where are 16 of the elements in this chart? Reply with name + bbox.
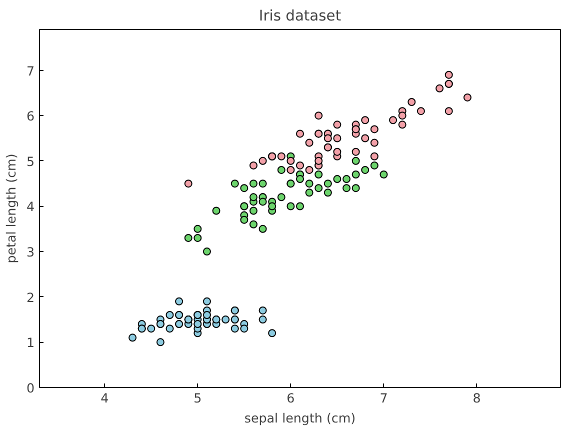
chart-title: Iris dataset (258, 8, 342, 24)
y-tick-label: 1 (26, 335, 35, 350)
x-axis-title: sepal length (cm) (244, 410, 356, 426)
x-tick-label: 5 (194, 390, 202, 406)
y-tick-label: 7 (26, 63, 35, 78)
y-tick-label: 5 (26, 154, 35, 169)
y-axis-title: petal length (cm) (3, 154, 18, 264)
y-tick-label: 6 (26, 108, 35, 124)
y-tick-label: 4 (26, 199, 35, 214)
x-tick-label: 6 (286, 390, 295, 406)
x-tick-label: 8 (472, 390, 481, 406)
x-tick-label: 7 (380, 390, 388, 406)
y-tick-label: 3 (26, 244, 35, 260)
x-tick-label: 4 (100, 390, 109, 406)
y-tick-label: 0 (26, 380, 35, 396)
y-tick-label: 2 (26, 290, 35, 305)
